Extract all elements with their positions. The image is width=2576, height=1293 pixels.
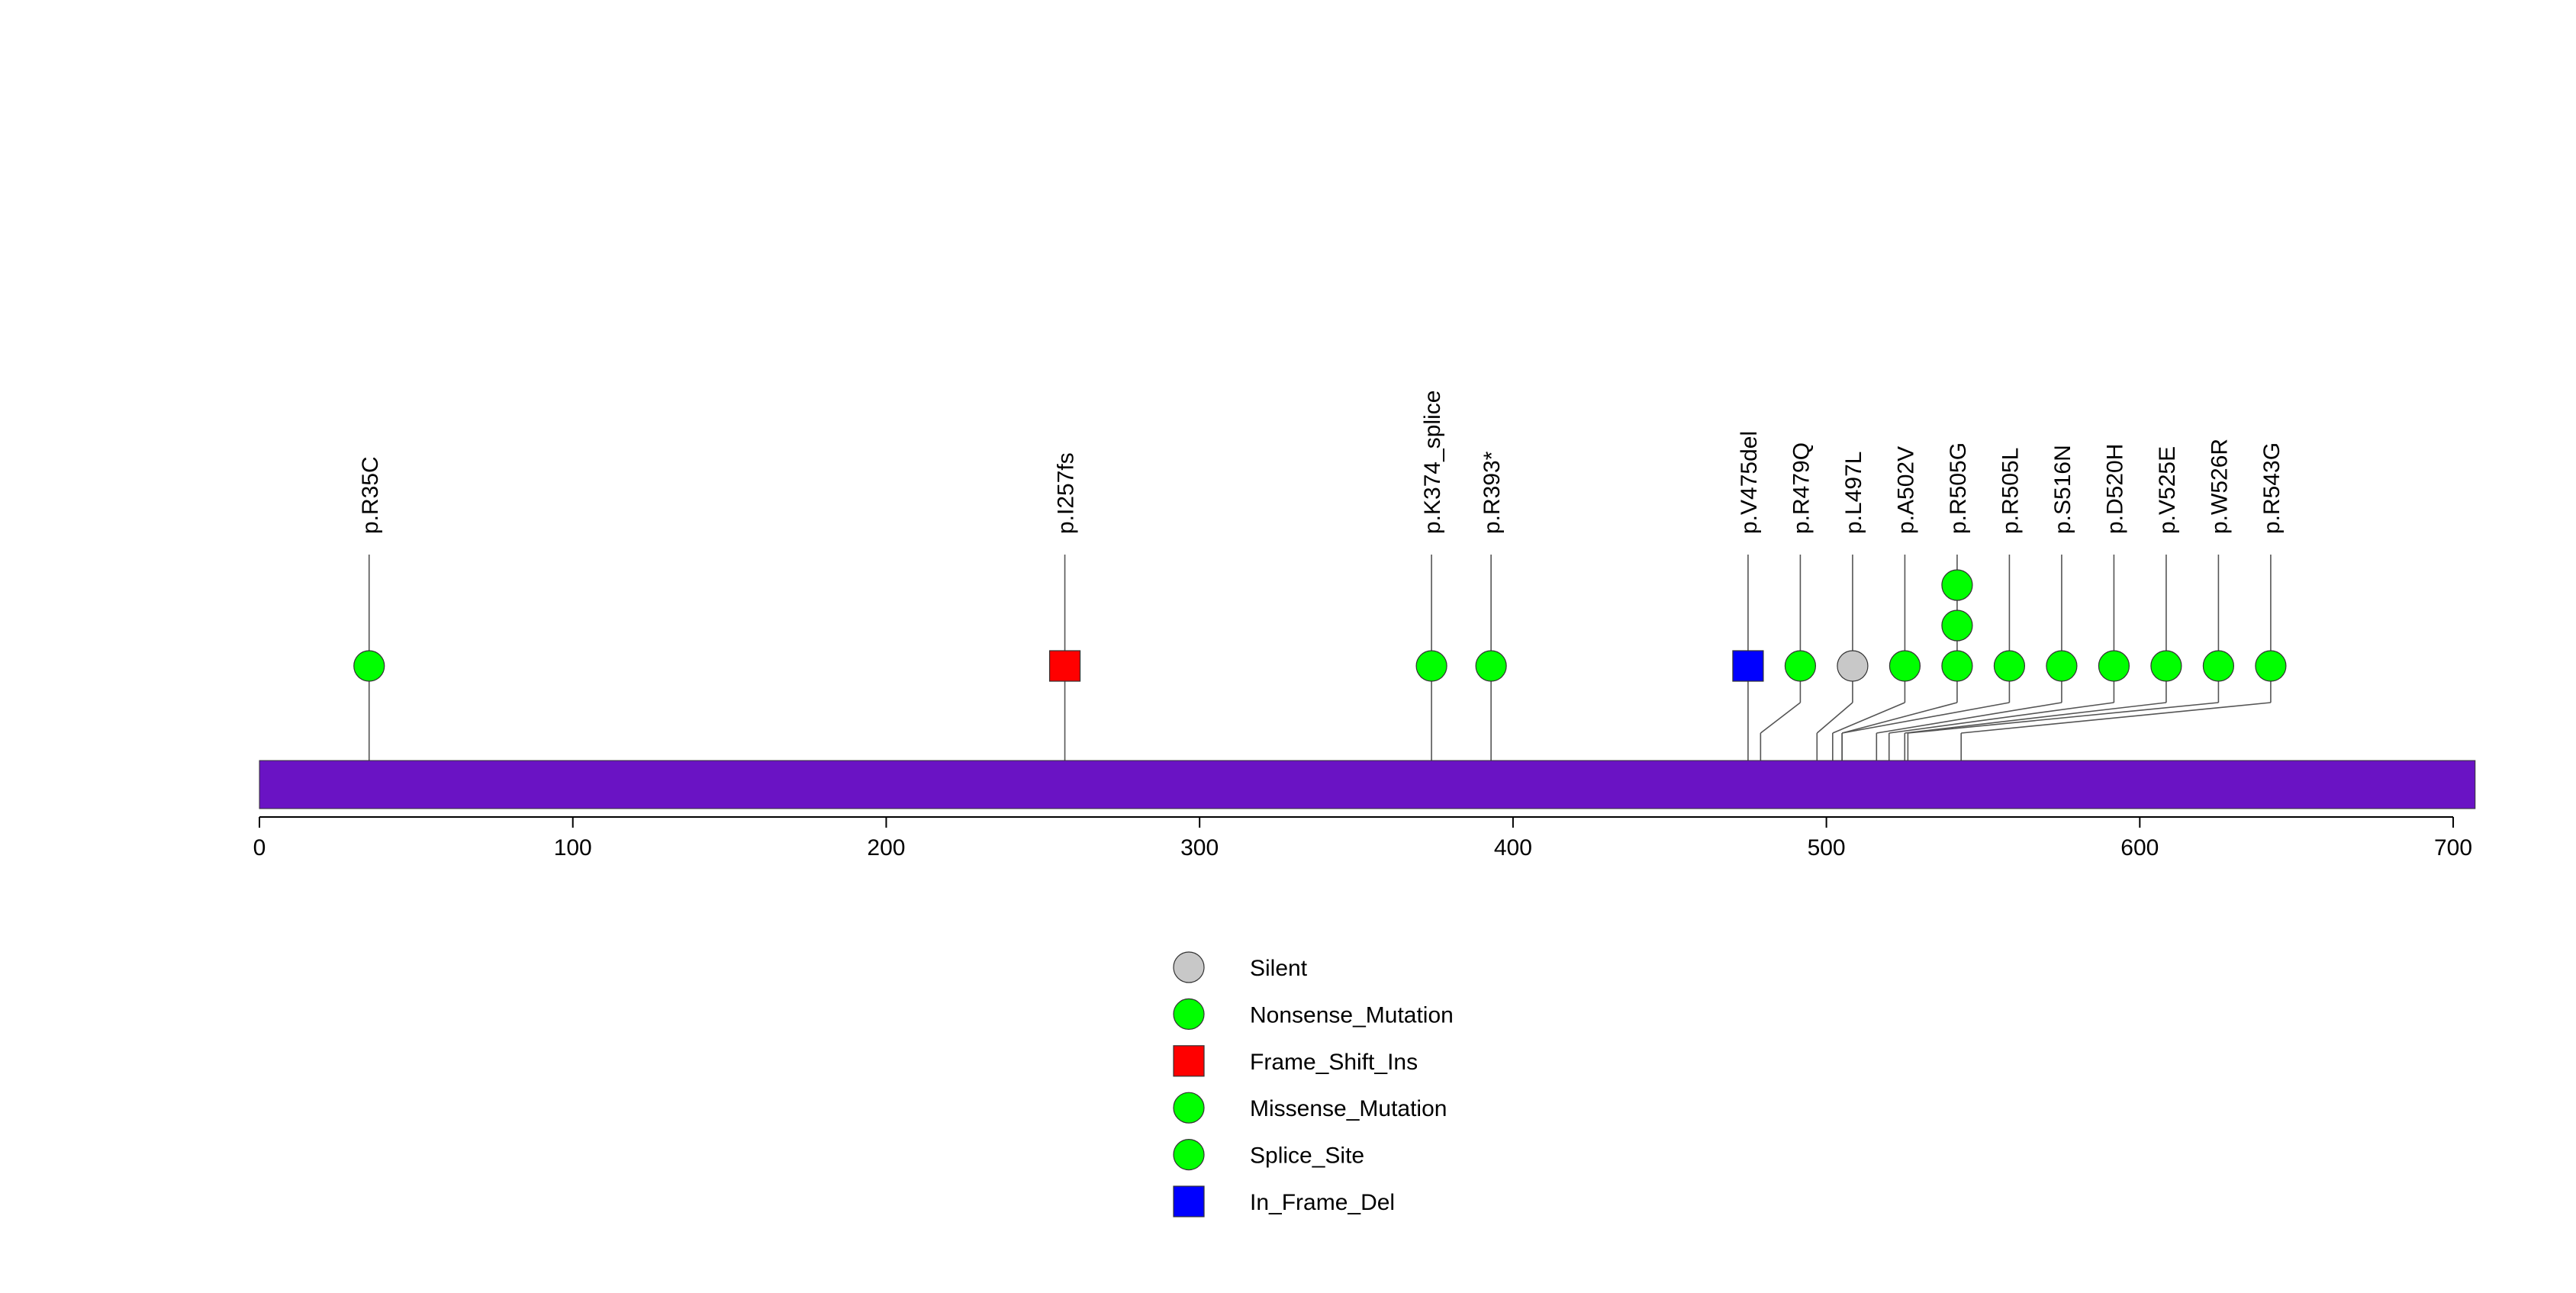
legend-label: Missense_Mutation bbox=[1250, 1096, 1447, 1121]
mutation-marker bbox=[1784, 650, 1817, 682]
mutation-label: p.K374_splice bbox=[1420, 391, 1445, 534]
connector-diagonal bbox=[1876, 702, 2062, 734]
protein-bar bbox=[259, 760, 2476, 809]
x-tick-label: 400 bbox=[1494, 835, 1532, 860]
connector-diagonal bbox=[1908, 702, 2219, 734]
mutation-marker bbox=[1941, 569, 1973, 601]
legend-label: Nonsense_Mutation bbox=[1250, 1002, 1454, 1028]
legend-label: In_Frame_Del bbox=[1250, 1190, 1395, 1215]
mutation-label: p.I257fs bbox=[1054, 452, 1079, 534]
mutation-label: p.R543G bbox=[2259, 442, 2285, 534]
x-tick-label: 600 bbox=[2120, 835, 2159, 860]
connector-diagonal bbox=[1816, 702, 1853, 734]
legend-label: Splice_Site bbox=[1250, 1143, 1364, 1169]
mutation-label: p.R505G bbox=[1946, 442, 1971, 534]
mutation-marker bbox=[1415, 650, 1447, 682]
mutation-marker bbox=[1732, 650, 1764, 682]
mutation-marker bbox=[1475, 650, 1507, 682]
mutation-marker bbox=[1837, 650, 1869, 682]
mutation-label: p.R35C bbox=[358, 456, 383, 534]
legend-swatch bbox=[1173, 1092, 1205, 1124]
x-tick-label: 200 bbox=[867, 835, 905, 860]
mutation-label: p.D520H bbox=[2102, 444, 2127, 534]
mutation-marker bbox=[1941, 650, 1973, 682]
legend: Silent Nonsense_Mutation Frame_Shift_Ins Mi… bbox=[1173, 951, 1454, 1217]
connector-diagonal bbox=[1905, 702, 2167, 734]
mutation-marker bbox=[2046, 650, 2078, 682]
mutation-marker bbox=[1993, 650, 2026, 682]
mutation-label: p.R393* bbox=[1480, 451, 1505, 534]
mutation-label: p.S516N bbox=[2050, 445, 2075, 534]
mutation-marker bbox=[1889, 650, 1921, 682]
legend-swatch bbox=[1173, 1185, 1205, 1217]
connector-diagonal bbox=[1832, 702, 1905, 734]
x-tick-label: 0 bbox=[253, 835, 266, 860]
x-tick-label: 300 bbox=[1180, 835, 1219, 860]
x-tick-label: 100 bbox=[554, 835, 592, 860]
mutation-label: p.V475del bbox=[1737, 431, 1762, 534]
mutation-label: p.W526R bbox=[2207, 439, 2232, 534]
x-axis: 0 100 200 300 400 500 600 700 bbox=[253, 816, 2472, 860]
mutation-marker bbox=[2202, 650, 2235, 682]
legend-label: Frame_Shift_Ins bbox=[1250, 1050, 1418, 1075]
mutation-label: p.R505L bbox=[1998, 448, 2023, 534]
mutation-label: p.A502V bbox=[1893, 446, 1918, 534]
mutation-marker bbox=[1048, 650, 1081, 682]
mutation-marker bbox=[2150, 650, 2182, 682]
legend-swatch bbox=[1173, 951, 1205, 983]
x-tick-label: 500 bbox=[1808, 835, 1846, 860]
mutation-marker bbox=[1941, 610, 1973, 642]
mutation-markers bbox=[353, 569, 2287, 682]
legend-swatch bbox=[1173, 1138, 1205, 1171]
connector-diagonal bbox=[1760, 702, 1801, 734]
legend-swatch bbox=[1173, 1045, 1205, 1077]
mutation-label: p.V525E bbox=[2155, 446, 2180, 534]
mutation-marker bbox=[353, 650, 385, 682]
legend-swatch bbox=[1173, 998, 1205, 1031]
mutation-label: p.R479Q bbox=[1789, 442, 1814, 534]
mutation-labels: p.R35C p.I257fs p.K374_splice p.R393* p.V475… bbox=[358, 391, 2285, 534]
mutation-marker bbox=[2255, 650, 2287, 682]
connector-diagonal bbox=[1889, 702, 2114, 734]
legend-label: Silent bbox=[1250, 956, 1308, 981]
connector-diagonal bbox=[1841, 702, 1958, 734]
mutation-label: p.L497L bbox=[1841, 452, 1866, 534]
connector-diagonal bbox=[1961, 702, 2271, 734]
x-tick-label: 700 bbox=[2434, 835, 2472, 860]
mutation-marker bbox=[2098, 650, 2130, 682]
lollipop-stems bbox=[368, 555, 2272, 703]
connector-diagonal bbox=[1841, 702, 2010, 734]
